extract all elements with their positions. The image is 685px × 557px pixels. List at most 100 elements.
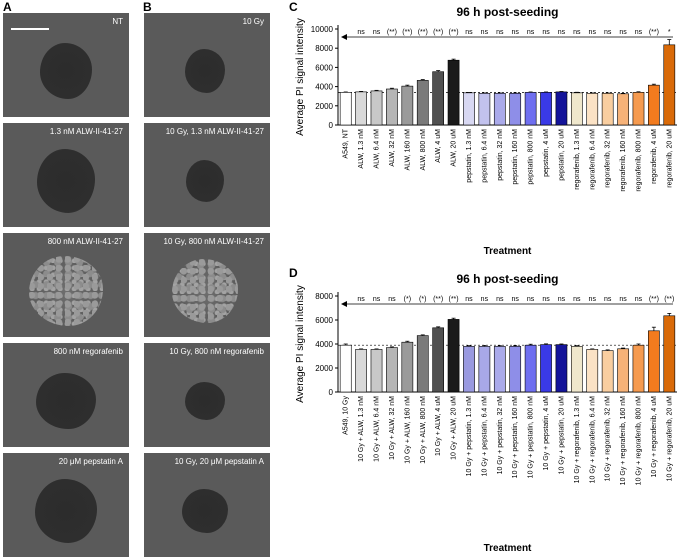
spheroid <box>186 160 224 202</box>
y-tick-label: 8000 <box>315 44 333 53</box>
bar <box>663 44 676 126</box>
y-axis-label: Average PI signal intensity <box>295 285 306 403</box>
micrograph-label: 10 Gy <box>242 17 264 26</box>
bar <box>586 93 599 126</box>
spheroid <box>37 149 95 213</box>
significance-label: ns <box>357 29 365 36</box>
bar <box>540 344 552 393</box>
x-tick-label: 10 Gy + pepstatin, 32 nM <box>497 396 504 475</box>
significance-label: (**) <box>449 29 459 36</box>
bar <box>416 80 429 126</box>
x-tick-label: 10 Gy + ALW, 4 uM <box>435 396 442 456</box>
x-tick-label: 10 Gy + ALW, 6.4 nM <box>374 396 381 462</box>
y-tick-label: 0 <box>329 121 334 130</box>
x-tick-label: pepstatin, 20 uM <box>558 129 565 181</box>
significance-label: (**) <box>402 29 412 36</box>
reference-arrow-head <box>341 301 347 307</box>
bar <box>463 346 475 393</box>
x-tick-label: pepstatin, 800 nM <box>528 129 535 185</box>
micrograph-label: 800 nM regorafenib <box>53 347 123 356</box>
panel-letter-d: D <box>289 266 298 280</box>
y-tick-label: 2000 <box>315 364 333 373</box>
panel-letter-b: B <box>143 0 152 14</box>
x-tick-label: regorafenib, 160 nM <box>620 129 627 192</box>
x-tick-label: ALW, 32 nM <box>389 129 396 167</box>
x-tick-label: 10 Gy + ALW, 32 nM <box>389 396 396 460</box>
micrograph-a-3: 800 nM ALW-II-41-27 <box>3 233 129 337</box>
chart-title: 96 h post-seeding <box>456 5 558 19</box>
bar <box>386 88 398 126</box>
spheroid <box>185 382 225 420</box>
x-tick-label: pepstatin, 4 uM <box>543 129 550 177</box>
x-tick-label: regorafenib, 20 uM <box>666 129 673 188</box>
significance-label: ns <box>373 29 381 36</box>
chart-d: 96 h post-seeding Average PI signal inten… <box>295 272 677 554</box>
x-tick-label: A549, 10 Gy <box>343 396 350 435</box>
significance-label: ns <box>527 296 535 303</box>
y-tick-label: 4000 <box>315 340 333 349</box>
significance-label: ns <box>496 296 504 303</box>
significance-label: ns <box>512 296 520 303</box>
micrograph-b-3: 10 Gy, 800 nM ALW-II-41-27 <box>144 233 270 337</box>
micrograph-label: 10 Gy, 800 nM regorafenib <box>169 347 264 356</box>
bar <box>509 93 522 126</box>
significance-label: ns <box>481 296 489 303</box>
bar <box>570 92 583 126</box>
bar <box>601 93 614 126</box>
significance-label: ns <box>465 29 473 36</box>
bar <box>339 344 352 393</box>
spheroid <box>40 43 92 99</box>
micrograph-label: 800 nM ALW-II-41-27 <box>47 237 123 246</box>
bar <box>416 335 429 393</box>
bar <box>555 344 568 393</box>
x-tick-label: 10 Gy + ALW, 20 uM <box>451 396 458 460</box>
bar <box>447 59 460 126</box>
x-tick-label: ALW, 4 uM <box>435 129 442 163</box>
x-tick-label: regorafenib, 1.3 nM <box>574 129 581 190</box>
significance-label: ns <box>357 296 365 303</box>
significance-label: ns <box>589 29 597 36</box>
bar <box>493 93 506 126</box>
scale-bar <box>11 28 49 30</box>
significance-label: ns <box>619 29 627 36</box>
x-tick-label: ALW, 6.4 nM <box>374 129 381 169</box>
bar <box>617 348 629 393</box>
micrograph-a-1: NT <box>3 13 129 117</box>
x-tick-label: A549, NT <box>343 128 350 158</box>
significance-label: ns <box>512 29 520 36</box>
bar <box>648 84 660 126</box>
x-tick-label: pepstatin, 160 nM <box>512 129 519 185</box>
micrograph-label: 20 μM pepstatin A <box>58 457 123 466</box>
spheroid <box>182 489 228 533</box>
bar <box>432 327 445 393</box>
significance-label: (**) <box>387 29 397 36</box>
significance-label: ns <box>558 29 566 36</box>
x-tick-label: regorafenib, 4 uM <box>651 129 658 184</box>
y-tick-label: 2000 <box>315 102 333 111</box>
micrograph-a-2: 1.3 nM ALW-II-41-27 <box>3 123 129 227</box>
x-tick-label: 10 Gy + pepstatin, 160 nM <box>512 396 519 478</box>
x-tick-label: 10 Gy + ALW, 160 nM <box>404 396 411 464</box>
bar <box>447 319 460 393</box>
bar <box>478 346 491 393</box>
x-tick-label: 10 Gy + ALW, 1.3 nM <box>358 396 365 462</box>
x-tick-label: 10 Gy + regorafenib, 800 nM <box>635 396 642 485</box>
micrograph-a-5: 20 μM pepstatin A <box>3 453 129 557</box>
bar <box>355 91 367 126</box>
micrograph-label: NT <box>112 17 123 26</box>
bar <box>509 346 522 393</box>
bar <box>370 90 383 126</box>
significance-label: ns <box>635 29 643 36</box>
bar <box>601 350 614 393</box>
y-tick-label: 8000 <box>315 292 333 301</box>
bar <box>463 92 475 126</box>
significance-label: ns <box>496 29 504 36</box>
bar <box>663 315 676 393</box>
x-tick-label: 10 Gy + regorafenib, 20 uM <box>666 396 673 482</box>
x-tick-label: pepstatin, 6.4 nM <box>481 129 488 183</box>
x-axis-label: Treatment <box>484 543 532 554</box>
x-tick-label: 10 Gy + regorafenib, 32 nM <box>605 396 612 482</box>
x-tick-label: 10 Gy + pepstatin, 1.3 nM <box>466 396 473 477</box>
x-tick-label: 10 Gy + regorafenib, 160 nM <box>620 396 627 485</box>
micrograph-a-4: 800 nM regorafenib <box>3 343 129 447</box>
